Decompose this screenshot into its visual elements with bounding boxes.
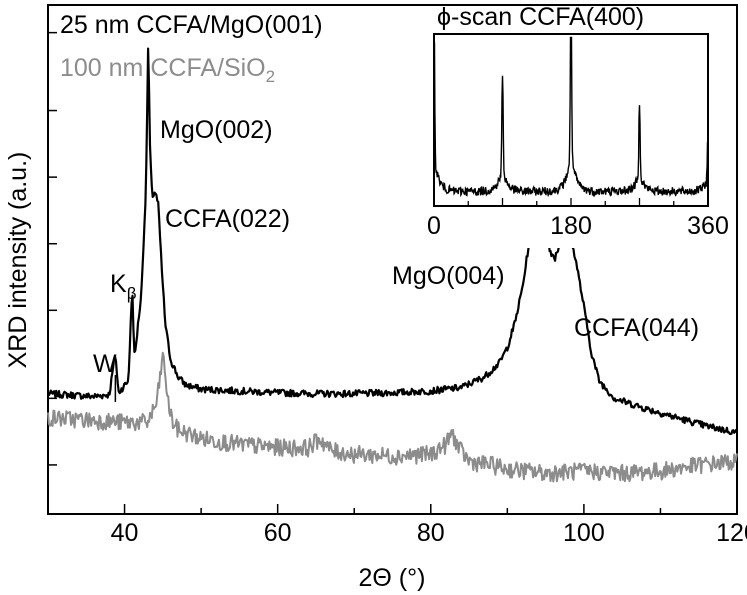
x-tick-label: 120 (716, 519, 747, 547)
legend-item-sio2: 100 nm CCFA/SiO2 (60, 54, 275, 86)
x-tick-label: 100 (563, 519, 605, 547)
x-axis-ticks (47, 504, 738, 514)
inset-title: ϕ-scan CCFA(400) (437, 3, 644, 31)
inset-x-ticks (433, 198, 709, 206)
x-tick-label: 60 (264, 519, 292, 547)
series-layer (46, 47, 739, 483)
peak-annotations: MgO(002) CCFA(022) Kβ W MgO(004) CCFA(044) (93, 116, 699, 402)
x-axis-tick-labels: 40 60 80 100 120 (111, 519, 747, 547)
y-axis-ticks (48, 31, 57, 466)
inset-phi-line (433, 36, 709, 198)
series-line (46, 47, 739, 436)
inset-series (433, 36, 709, 198)
inset-x-tick-label: 0 (427, 212, 441, 240)
peak-label: MgO(002) (160, 116, 273, 144)
peak-label: MgO(004) (392, 262, 505, 290)
inset-x-tick-labels: 0 180 360 (427, 212, 729, 240)
legend-item-sio2-label: 100 nm CCFA/SiO (60, 54, 266, 82)
series-line (47, 351, 738, 483)
legend-item-mgo: 25 nm CCFA/MgO(001) (60, 11, 323, 39)
x-tick-label: 80 (417, 519, 445, 547)
x-tick-label: 40 (111, 519, 139, 547)
inset-x-tick-label: 360 (687, 212, 729, 240)
plot-frame (47, 4, 738, 515)
peak-label: CCFA(044) (574, 314, 699, 342)
y-axis-label: XRD intensity (a.u.) (4, 152, 32, 369)
peak-label: CCFA(022) (165, 205, 290, 233)
x-axis-label: 2Θ (°) (359, 564, 426, 592)
legend-item-sio2-subscript: 2 (266, 67, 275, 86)
legend: 25 nm CCFA/MgO(001) 100 nm CCFA/SiO2 (60, 11, 323, 86)
peak-label: Kβ (110, 270, 137, 303)
peak-label: W (93, 350, 117, 378)
inset-background (425, 8, 735, 248)
inset-phi-scan: ϕ-scan CCFA(400) 0 180 360 (425, 3, 735, 248)
inset-x-tick-label: 180 (550, 212, 592, 240)
